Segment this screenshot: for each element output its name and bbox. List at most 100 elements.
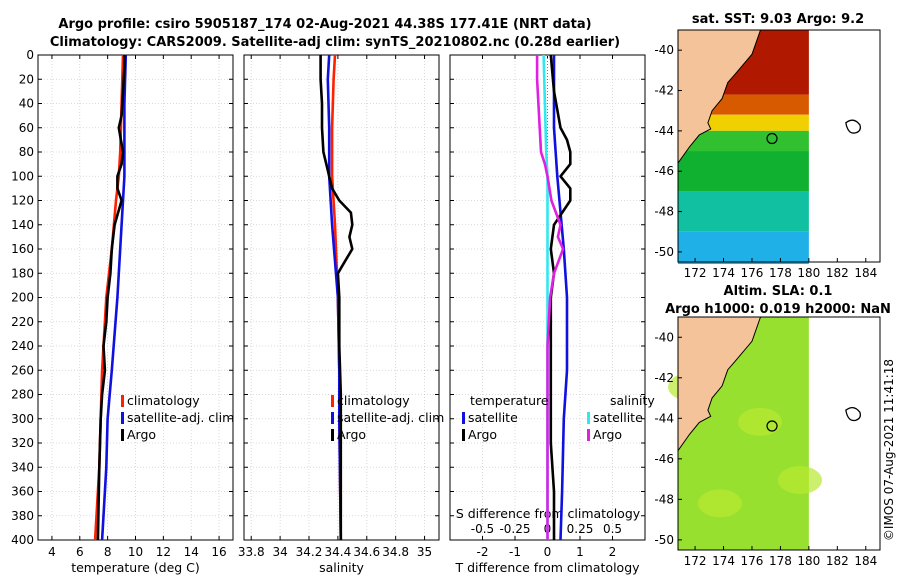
sla-blob: [738, 407, 782, 436]
lat-tick-label: -44: [654, 411, 674, 425]
legend-swatch: [121, 412, 124, 424]
chatham-island: [845, 407, 862, 422]
legend-label: satellite: [468, 410, 518, 425]
sst-band: [678, 151, 809, 192]
sst-band: [678, 114, 809, 131]
y-tick-label: 0: [26, 48, 34, 62]
legend-label: climatology: [127, 393, 200, 408]
lon-tick-label: 174: [712, 554, 735, 568]
series-line: [549, 54, 572, 540]
lon-tick-label: 174: [712, 266, 735, 280]
y-tick-label: 140: [11, 218, 34, 232]
legend-label: Argo: [468, 427, 497, 442]
sla-blob: [778, 466, 822, 495]
sla-map: -40 -42 -44 -46 -48 -50 172 174 176 178 180 182 184: [654, 316, 881, 568]
x2-tick-label: -0.5: [471, 522, 494, 536]
series-line: [319, 55, 354, 540]
sst-map-title: sat. SST: 9.03 Argo: 9.2: [692, 12, 864, 27]
y-tick-label: 320: [11, 436, 34, 450]
legend-swatch: [462, 429, 465, 441]
lon-tick-label: 176: [741, 554, 764, 568]
x-tick-label: 35: [417, 545, 432, 559]
sla-map-title-2: Argo h1000: 0.019 h2000: NaN: [665, 302, 891, 317]
x-tick-label: 1: [576, 545, 584, 559]
legend-label: satellite: [593, 410, 643, 425]
sst-map: -40 -42 -44 -46 -48 -50 172 174 176 178 180 182 184: [654, 29, 881, 280]
sst-band: [678, 191, 809, 232]
x-tick-label: 6: [76, 545, 84, 559]
y-tick-label: 180: [11, 266, 34, 280]
x-axis-label: T difference from climatology: [454, 560, 640, 575]
lat-tick-label: -48: [654, 492, 674, 506]
y-tick-label: 220: [11, 315, 34, 329]
lat-tick-label: -50: [654, 245, 674, 259]
legend-swatch: [462, 412, 465, 424]
x-tick-label: 14: [184, 545, 199, 559]
legend-swatch: [121, 395, 124, 407]
lon-tick-label: 172: [684, 266, 707, 280]
x-tick-label: 34: [272, 545, 287, 559]
legend-swatch: [331, 395, 334, 407]
figure-title-line2: Climatology: CARS2009. Satellite-adj cli…: [50, 35, 620, 50]
sla-map-title-1: Altim. SLA: 0.1: [724, 284, 833, 299]
x-tick-label: 12: [156, 545, 171, 559]
x-tick-label: 8: [104, 545, 112, 559]
legend-swatch: [331, 429, 334, 441]
legend-swatch: [331, 412, 334, 424]
map-frame: [677, 29, 881, 263]
lat-tick-label: -50: [654, 533, 674, 547]
x-tick-label: 0: [544, 545, 552, 559]
x-tick-label: 10: [128, 545, 143, 559]
figure-title-line1: Argo profile: csiro 5905187_174 02-Aug-2…: [58, 17, 591, 32]
y-tick-label: 280: [11, 388, 34, 402]
legend-label: Argo: [337, 427, 366, 442]
lon-tick-label: 184: [854, 266, 877, 280]
panel-1: 4 6 8 10 12 14 1602040608010012014016018020022…: [11, 48, 234, 575]
x-tick-label: 16: [211, 545, 226, 559]
x-tick-label: 34.2: [296, 545, 323, 559]
lat-tick-label: -40: [654, 43, 674, 57]
lon-tick-label: 172: [684, 554, 707, 568]
y-tick-label: 340: [11, 460, 34, 474]
y-tick-label: 120: [11, 194, 34, 208]
y-tick-label: 60: [19, 121, 34, 135]
y-tick-label: 80: [19, 145, 34, 159]
legend-label: Argo: [127, 427, 156, 442]
legend-header-temperature: temperature: [470, 393, 549, 408]
lat-tick-label: -42: [654, 371, 674, 385]
legend-swatch: [587, 412, 590, 424]
argo-marker: [766, 420, 778, 432]
x2-tick-label: 0.5: [603, 522, 622, 536]
lon-tick-label: 182: [826, 266, 849, 280]
lat-tick-label: -40: [654, 330, 674, 344]
y-tick-label: 300: [11, 412, 34, 426]
y-tick-label: 40: [19, 97, 34, 111]
x-tick-label: 34.6: [353, 545, 380, 559]
series-line: [326, 54, 343, 541]
legend-salinity: climatology satellite-adj. clim Argo: [331, 393, 444, 442]
panel-2: 33.8 34 34.2 34.4 34.6 34.8 35 salinity: [238, 54, 440, 575]
legend-label: satellite-adj. clim: [337, 410, 444, 425]
legend-label: satellite-adj. clim: [127, 410, 234, 425]
imos-credit: ©IMOS 07-Aug-2021 11:41:18: [882, 359, 896, 541]
x-tick-label: -2: [477, 545, 489, 559]
x-tick-label: 34.4: [325, 545, 352, 559]
y-tick-label: 360: [11, 485, 34, 499]
sst-band: [678, 231, 809, 265]
sla-blob: [698, 489, 742, 518]
x-axis-label: temperature (deg C): [71, 560, 200, 575]
x-tick-label: 4: [48, 545, 56, 559]
y-tick-label: 160: [11, 242, 34, 256]
land-mass: [677, 316, 762, 453]
y-tick-label: 200: [11, 291, 34, 305]
series-line: [96, 55, 126, 541]
x-tick-label: 2: [609, 545, 617, 559]
argo-marker: [766, 132, 778, 145]
series-line: [552, 55, 569, 541]
legend-swatch: [587, 429, 590, 441]
lon-tick-label: 180: [797, 266, 820, 280]
y-tick-label: 240: [11, 339, 34, 353]
chatham-island: [845, 119, 862, 134]
